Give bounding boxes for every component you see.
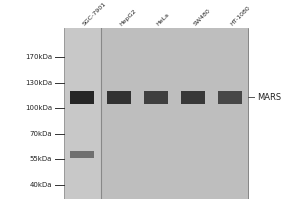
Text: HT-1080: HT-1080: [230, 5, 251, 27]
Text: SGC-7901: SGC-7901: [82, 1, 108, 27]
Text: HeLa: HeLa: [156, 12, 171, 27]
Text: HepG2: HepG2: [119, 8, 138, 27]
Bar: [64, 28, 101, 199]
Text: SW480: SW480: [193, 8, 212, 27]
Bar: [218, 91, 242, 104]
Text: MARS: MARS: [257, 93, 281, 102]
Bar: [2, 28, 64, 199]
Bar: [70, 151, 94, 158]
Text: 170kDa: 170kDa: [25, 54, 52, 60]
Text: 130kDa: 130kDa: [25, 80, 52, 86]
Bar: [64, 28, 248, 199]
Bar: [70, 91, 94, 104]
Text: 40kDa: 40kDa: [29, 182, 52, 188]
Text: 100kDa: 100kDa: [25, 105, 52, 111]
Text: 70kDa: 70kDa: [29, 131, 52, 137]
Bar: [181, 91, 205, 104]
Bar: [107, 91, 131, 104]
Bar: [144, 91, 168, 104]
Text: 55kDa: 55kDa: [29, 156, 52, 162]
